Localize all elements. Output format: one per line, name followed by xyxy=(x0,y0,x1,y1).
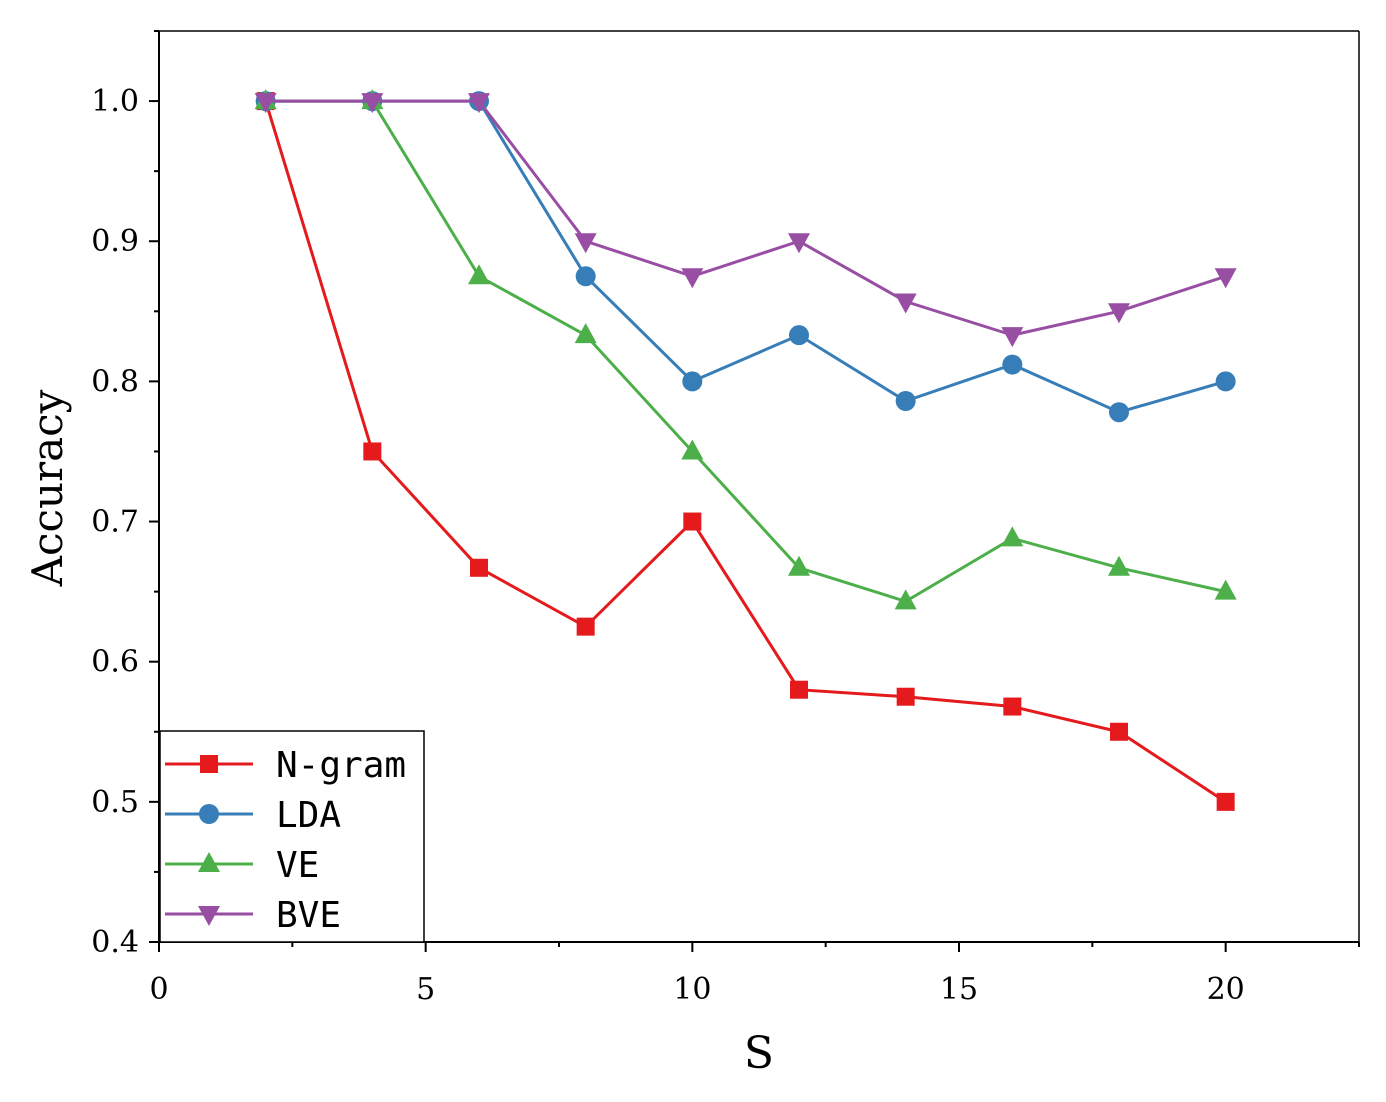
y-axis-title: Accuracy xyxy=(23,389,72,587)
legend-marker-lda xyxy=(199,804,219,824)
series-lda xyxy=(255,91,1236,423)
x-tick-label: 20 xyxy=(1207,972,1245,1007)
x-tick-label: 10 xyxy=(673,972,711,1007)
data-point-bve xyxy=(361,93,384,114)
series-layer xyxy=(254,89,1237,811)
data-point-lda xyxy=(789,325,809,346)
series-bve xyxy=(254,93,1237,348)
data-point-lda xyxy=(1215,371,1236,392)
series-ve xyxy=(254,89,1237,610)
data-point-ve xyxy=(788,555,810,576)
y-tick-label: 0.9 xyxy=(91,224,139,259)
legend-marker-ve xyxy=(198,852,220,872)
data-point-lda xyxy=(895,391,916,412)
x-axis-title: S xyxy=(744,1028,774,1079)
data-point-bve xyxy=(254,93,277,114)
series-line-n-gram xyxy=(264,100,1227,804)
data-point-n-gram xyxy=(363,442,382,461)
legend-label-n-gram: N-gram xyxy=(276,745,406,786)
legend-label-ve: VE xyxy=(276,845,319,886)
series-line-bve xyxy=(265,99,1227,337)
y-axis-ticks: 0.4 0.5 0.6 0.7 0.8 0.9 1.0 xyxy=(91,30,159,960)
y-tick-label: 0.4 xyxy=(91,925,139,960)
legend-label-lda: LDA xyxy=(276,795,341,836)
series-line-ve xyxy=(265,99,1226,604)
data-point-n-gram xyxy=(1110,722,1128,741)
legend: N-gram LDA VE BVE xyxy=(159,730,425,943)
legend-marker-bve xyxy=(198,906,220,926)
data-point-ve xyxy=(1214,579,1237,600)
data-point-lda xyxy=(682,371,703,392)
legend-item-bve: BVE xyxy=(165,895,341,936)
y-tick-label: 0.5 xyxy=(91,785,139,820)
legend-item-n-gram: N-gram xyxy=(165,745,406,786)
data-point-n-gram xyxy=(1216,792,1235,811)
data-point-lda xyxy=(1109,402,1129,423)
data-point-bve xyxy=(788,233,810,254)
x-tick-label: 0 xyxy=(149,972,168,1007)
y-tick-label: 0.8 xyxy=(91,364,139,399)
y-tick-label: 1.0 xyxy=(91,84,139,119)
data-point-bve xyxy=(468,93,490,114)
data-point-ve xyxy=(1001,526,1024,547)
data-point-ve xyxy=(894,589,917,610)
data-point-n-gram xyxy=(1003,697,1022,716)
data-point-ve xyxy=(468,264,490,285)
data-point-n-gram xyxy=(683,512,702,531)
x-tick-label: 15 xyxy=(940,972,978,1007)
series-n-gram xyxy=(256,92,1235,811)
legend-item-ve: VE xyxy=(165,845,319,886)
data-point-n-gram xyxy=(790,680,808,699)
data-point-bve xyxy=(1001,327,1024,348)
x-axis-ticks: 0 5 10 15 20 xyxy=(149,942,1360,1007)
legend-item-lda: LDA xyxy=(165,795,341,836)
data-point-n-gram xyxy=(896,687,915,706)
y-tick-label: 0.7 xyxy=(91,505,139,540)
data-point-lda xyxy=(1002,354,1023,375)
y-tick-label: 0.6 xyxy=(91,645,139,680)
series-line-lda xyxy=(265,99,1227,414)
data-point-ve xyxy=(1108,555,1130,576)
data-point-lda xyxy=(575,266,596,287)
data-point-bve xyxy=(574,233,597,254)
legend-marker-n-gram xyxy=(200,755,218,773)
data-point-n-gram xyxy=(470,558,488,577)
data-point-bve xyxy=(681,268,704,289)
data-point-ve xyxy=(574,323,597,344)
x-tick-label: 5 xyxy=(416,972,435,1007)
data-point-bve xyxy=(894,293,917,314)
legend-label-bve: BVE xyxy=(276,895,341,936)
data-point-ve xyxy=(681,439,704,460)
data-point-n-gram xyxy=(576,617,595,636)
data-point-bve xyxy=(1108,303,1130,324)
data-point-bve xyxy=(1214,268,1237,289)
